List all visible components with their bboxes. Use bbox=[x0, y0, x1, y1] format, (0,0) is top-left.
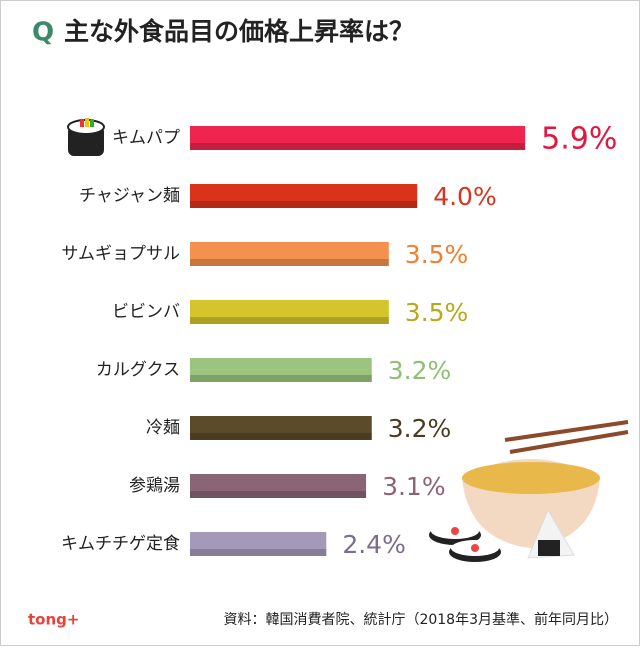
value-label: 3.2% bbox=[388, 414, 452, 443]
value-label: 3.5% bbox=[405, 240, 469, 269]
category-label: 参鶏湯 bbox=[129, 476, 180, 496]
logo: tong+ bbox=[28, 611, 79, 629]
chart-title: 主な外食品目の価格上昇率は？ bbox=[64, 17, 414, 46]
bar bbox=[190, 416, 372, 440]
bar-shade bbox=[190, 433, 372, 440]
bar-shade bbox=[190, 549, 327, 556]
value-label: 5.9% bbox=[541, 122, 617, 157]
value-label: 3.2% bbox=[388, 356, 452, 385]
bar bbox=[190, 532, 327, 556]
bar bbox=[190, 184, 418, 208]
category-label: キムチチゲ定食 bbox=[61, 534, 180, 554]
value-label: 3.1% bbox=[382, 472, 446, 501]
category-label: サムギョプサル bbox=[61, 244, 180, 264]
bar bbox=[190, 300, 389, 324]
food-illustration bbox=[429, 420, 629, 562]
bar-shade bbox=[190, 201, 418, 208]
category-label: 冷麺 bbox=[146, 418, 180, 438]
bar-shade bbox=[190, 317, 389, 324]
bar bbox=[190, 126, 526, 150]
title-prefix: Q bbox=[32, 18, 54, 48]
source: 資料：韓国消費者院、統計庁（2018年3月基準、前年同月比） bbox=[223, 611, 618, 628]
category-label: チャジャン麺 bbox=[79, 186, 180, 206]
bar-shade bbox=[190, 375, 372, 382]
category-label: キムパプ bbox=[112, 128, 180, 148]
bar bbox=[190, 358, 372, 382]
bar bbox=[190, 474, 367, 498]
category-label: ビビンバ bbox=[112, 302, 180, 322]
value-label: 3.5% bbox=[405, 298, 469, 327]
value-label: 4.0% bbox=[433, 182, 497, 211]
bar-shade bbox=[190, 143, 526, 150]
value-label: 2.4% bbox=[342, 530, 406, 559]
category-label: カルグクス bbox=[96, 360, 180, 380]
bar-shade bbox=[190, 491, 367, 498]
sushi-icon bbox=[67, 118, 105, 156]
bar bbox=[190, 242, 389, 266]
bar-shade bbox=[190, 259, 389, 266]
